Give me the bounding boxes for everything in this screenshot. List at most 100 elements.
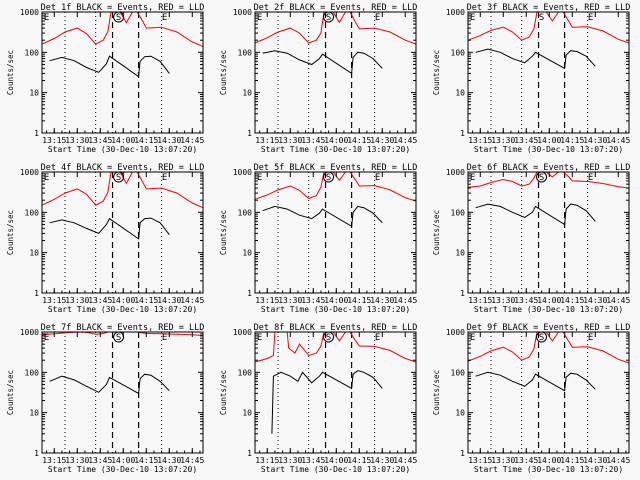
x-tick-label: 13:45 <box>301 456 325 465</box>
panel-title: Det 8f BLACK = Events, RED = LLD <box>254 323 418 333</box>
lld-series-line <box>254 171 417 202</box>
lld-series-line <box>467 331 630 364</box>
start-marker-circle <box>113 171 125 183</box>
y-tick-label: 100 <box>451 48 466 57</box>
detector-panel: Det 5f BLACK = Events, RED = LLD 1 10 100 10… <box>219 163 417 314</box>
y-tick-label: 1 <box>247 129 252 138</box>
y-tick-label: 10 <box>242 249 252 258</box>
lld-series-line <box>41 11 204 47</box>
y-tick-label: 100 <box>25 368 40 377</box>
events-series-line <box>475 203 596 226</box>
y-tick-label: 1000 <box>20 328 39 337</box>
y-axis-label: Counts/sec <box>432 50 441 95</box>
x-tick-label: 14:45 <box>393 136 417 145</box>
events-series-line <box>271 370 383 434</box>
x-tick-label: 14:30 <box>370 456 394 465</box>
x-axis-label: Start Time (30-Dec-10 13:07:20) <box>48 145 197 154</box>
annotation-label: E <box>162 333 167 343</box>
y-tick-label: 1000 <box>446 168 465 177</box>
detector-panel: Det 8f BLACK = Events, RED = LLD 1 10 100 10… <box>219 323 417 474</box>
x-tick-label: 14:30 <box>157 136 181 145</box>
annotation-label: E <box>257 333 262 343</box>
y-axis-label: Counts/sec <box>219 50 228 95</box>
x-tick-label: 13:15 <box>255 456 279 465</box>
annotation-label: S <box>539 333 544 343</box>
x-tick-label: 14:45 <box>606 456 630 465</box>
x-tick-label: 14:45 <box>393 456 417 465</box>
start-marker-circle <box>113 331 125 343</box>
x-tick-label: 14:30 <box>157 456 181 465</box>
x-tick-label: 13:15 <box>42 456 66 465</box>
y-tick-label: 1000 <box>20 168 39 177</box>
x-tick-label: 13:30 <box>491 296 515 305</box>
x-tick-label: 13:30 <box>278 296 302 305</box>
y-tick-label: 1 <box>34 289 39 298</box>
x-tick-label: 14:45 <box>606 296 630 305</box>
x-tick-label: 13:45 <box>88 456 112 465</box>
x-tick-label: 14:00 <box>324 136 348 145</box>
y-tick-label: 1 <box>460 289 465 298</box>
y-axis-label: Counts/sec <box>432 370 441 415</box>
y-tick-label: 100 <box>451 368 466 377</box>
x-axis-label: Start Time (30-Dec-10 13:07:20) <box>474 305 623 314</box>
start-marker-circle <box>323 11 335 23</box>
y-tick-label: 100 <box>451 208 466 217</box>
y-tick-label: 1 <box>247 289 252 298</box>
y-tick-label: 1000 <box>20 8 39 17</box>
x-tick-label: 14:00 <box>537 296 561 305</box>
events-series-line <box>262 205 383 228</box>
y-tick-label: 1000 <box>233 328 252 337</box>
x-tick-label: 13:30 <box>278 136 302 145</box>
annotation-label: S <box>116 173 121 183</box>
plot-frame <box>254 11 417 134</box>
detector-panel: Det 7f BLACK = Events, RED = LLD 1 10 100 10… <box>6 323 204 474</box>
y-tick-label: 1000 <box>446 8 465 17</box>
x-tick-label: 13:15 <box>468 136 492 145</box>
detector-panel: Det 3f BLACK = Events, RED = LLD 1 10 100 10… <box>432 3 630 154</box>
annotation-label: E <box>375 333 380 343</box>
annotation-label: E <box>375 173 380 183</box>
y-axis-label: Counts/sec <box>6 210 15 255</box>
x-tick-label: 13:30 <box>278 456 302 465</box>
annotation-label: S <box>326 173 331 183</box>
x-tick-label: 14:45 <box>606 136 630 145</box>
x-tick-label: 13:45 <box>301 136 325 145</box>
x-tick-label: 14:30 <box>370 296 394 305</box>
panel-title: Det 9f BLACK = Events, RED = LLD <box>467 323 631 333</box>
x-tick-label: 14:00 <box>537 136 561 145</box>
lld-series-line <box>467 11 630 44</box>
y-axis-label: Counts/sec <box>432 210 441 255</box>
annotation-label: E <box>470 173 475 183</box>
detector-panel: Det 9f BLACK = Events, RED = LLD 1 10 100 10… <box>432 323 630 474</box>
y-axis-label: Counts/sec <box>6 370 15 415</box>
x-tick-label: 14:15 <box>560 296 584 305</box>
annotation-label: S <box>539 173 544 183</box>
y-axis-label: Counts/sec <box>219 370 228 415</box>
events-series-line <box>49 373 170 395</box>
detector-panel: Det 1f BLACK = Events, RED = LLD 1 10 100 10… <box>6 3 204 154</box>
annotation-label: E <box>470 13 475 23</box>
events-series-line <box>475 48 596 70</box>
y-tick-label: 10 <box>29 409 39 418</box>
x-tick-label: 14:15 <box>134 136 158 145</box>
y-tick-label: 10 <box>455 89 465 98</box>
y-tick-label: 10 <box>455 409 465 418</box>
annotation-label: E <box>257 173 262 183</box>
panel-title: Det 2f BLACK = Events, RED = LLD <box>254 3 418 13</box>
panel-title: Det 4f BLACK = Events, RED = LLD <box>41 163 205 173</box>
annotation-label: E <box>588 173 593 183</box>
y-tick-label: 1 <box>34 129 39 138</box>
x-tick-label: 14:00 <box>111 296 135 305</box>
x-tick-label: 13:30 <box>491 456 515 465</box>
x-tick-label: 14:45 <box>180 456 204 465</box>
detector-panel: Det 6f BLACK = Events, RED = LLD 1 10 100 10… <box>432 163 630 314</box>
plot-frame <box>254 331 417 454</box>
x-axis-label: Start Time (30-Dec-10 13:07:20) <box>474 465 623 474</box>
x-tick-label: 13:45 <box>88 136 112 145</box>
y-tick-label: 100 <box>238 368 253 377</box>
x-tick-label: 14:30 <box>583 136 607 145</box>
x-tick-label: 13:15 <box>42 136 66 145</box>
plot-frame <box>254 171 417 294</box>
events-series-line <box>475 371 596 392</box>
x-axis-label: Start Time (30-Dec-10 13:07:20) <box>261 465 410 474</box>
